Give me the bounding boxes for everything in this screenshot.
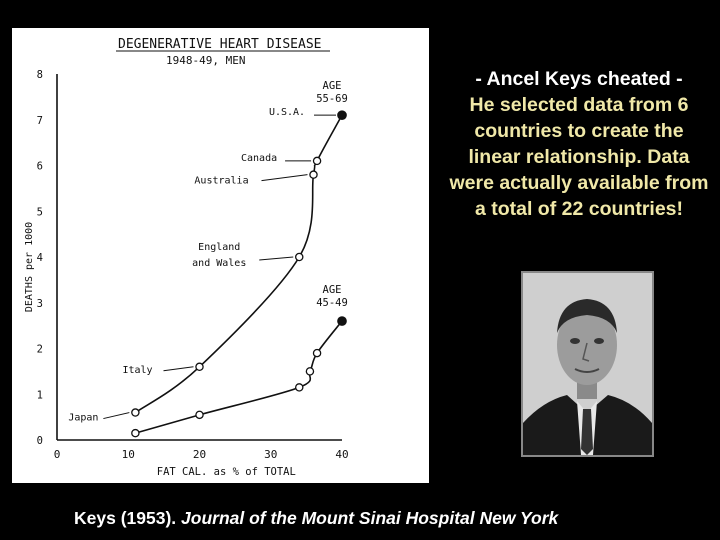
annotation-label: and Wales [192,258,246,269]
series-label: AGE [323,284,342,296]
y-tick-label: 8 [37,69,43,81]
x-axis-label: FAT CAL. as % of TOTAL [157,466,296,478]
annotation-arrow [261,174,308,182]
series-label: 55-69 [316,93,348,105]
chart-svg: DEGENERATIVE HEART DISEASE 1948-49, MEN 0 1… [24,37,349,478]
data-point [305,367,315,376]
annotation-label: England [198,242,240,253]
data-point [312,156,322,166]
portrait-photo [521,271,654,457]
x-tick-label: 10 [122,448,135,461]
citation-caption: Keys (1953). Journal of the Mount Sinai … [74,508,558,529]
side-heading: - Ancel Keys cheated - [475,68,683,90]
x-tick-label: 40 [335,448,348,461]
chart-subtitle: 1948-49, MEN [166,54,245,67]
citation-prefix: Keys (1953). [74,508,182,528]
data-point [294,252,304,262]
side-body: He selected data from 6 countries to cre… [449,94,709,220]
x-tick-label: 30 [264,448,277,461]
data-point [131,408,140,417]
annotation-arrow [163,366,194,372]
annotation-label: Italy [122,365,152,376]
data-point [294,383,304,392]
x-tick-label: 0 [54,448,61,461]
series-label: 45-49 [316,297,348,309]
y-tick-label: 1 [37,389,43,401]
chart-panel: DEGENERATIVE HEART DISEASE 1948-49, MEN 0 1… [12,28,429,483]
y-tick-label: 5 [37,206,43,218]
annotation-label: Australia [194,176,248,187]
portrait-icon [523,273,652,455]
y-tick-label: 2 [37,344,43,356]
annotation-arrow [103,412,130,420]
data-point [131,428,140,438]
side-text: - Ancel Keys cheated - He selected data … [448,66,710,222]
y-tick-label: 6 [37,161,43,173]
y-tick-label: 7 [37,115,43,127]
annotation-label: Japan [68,413,98,424]
annotation-label: U.S.A. [269,107,305,118]
chart-title: DEGENERATIVE HEART DISEASE [118,37,322,52]
data-point [337,316,347,326]
data-point [195,362,204,372]
data-point [309,170,318,179]
y-tick-label: 0 [37,435,43,447]
annotation-label: Canada [241,153,277,164]
series-label: AGE [323,80,342,92]
data-point [312,348,322,358]
data-point [195,410,204,420]
annotation-arrow [259,256,294,261]
y-tick-label: 4 [37,252,43,264]
x-tick-label: 20 [193,448,206,461]
citation-journal: Journal of the Mount Sinai Hospital New … [181,508,559,528]
data-point [337,110,347,121]
y-tick-label: 3 [37,298,43,310]
y-axis-label: DEATHS per 1000 [24,222,35,312]
series-line-2 [135,320,343,434]
